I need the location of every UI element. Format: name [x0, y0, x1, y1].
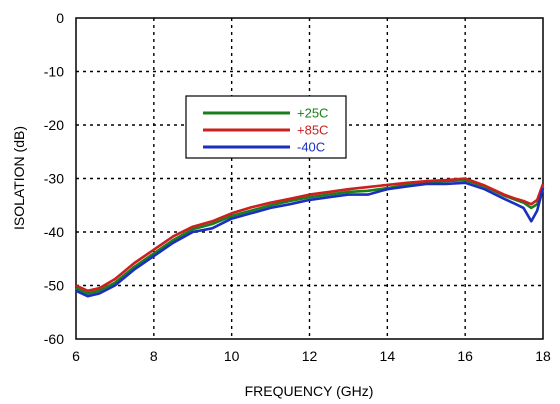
y-axis-title: ISOLATION (dB)	[11, 126, 27, 230]
x-axis-title: FREQUENCY (GHz)	[245, 383, 374, 399]
x-tick-label: 10	[224, 348, 240, 364]
x-tick-label: 12	[302, 348, 318, 364]
x-tick-labels: 6 8 10 12 14 16 18	[72, 348, 551, 364]
legend-label: +25C	[297, 106, 328, 121]
series-lines	[75, 177, 545, 298]
x-tick-label: 6	[72, 348, 80, 364]
y-tick-label: -20	[44, 117, 64, 133]
legend: +25C +85C -40C	[185, 95, 347, 159]
x-tick-label: 8	[150, 348, 158, 364]
y-tick-label: -50	[44, 278, 64, 294]
y-tick-label: -30	[44, 171, 64, 187]
y-tick-labels: 0 -10 -20 -30 -40 -50 -60	[44, 10, 64, 347]
y-tick-label: -10	[44, 64, 64, 80]
x-tick-label: 16	[457, 348, 473, 364]
legend-label: +85C	[297, 123, 328, 138]
series-line-85c	[75, 177, 545, 293]
y-tick-label: -60	[44, 331, 64, 347]
gridlines	[76, 18, 543, 339]
legend-label: -40C	[297, 140, 325, 155]
x-tick-label: 14	[380, 348, 396, 364]
y-tick-label: -40	[44, 224, 64, 240]
series-line-40c	[75, 181, 545, 298]
y-tick-label: 0	[56, 10, 64, 26]
plot-frame	[75, 17, 544, 340]
x-tick-label: 18	[535, 348, 551, 364]
